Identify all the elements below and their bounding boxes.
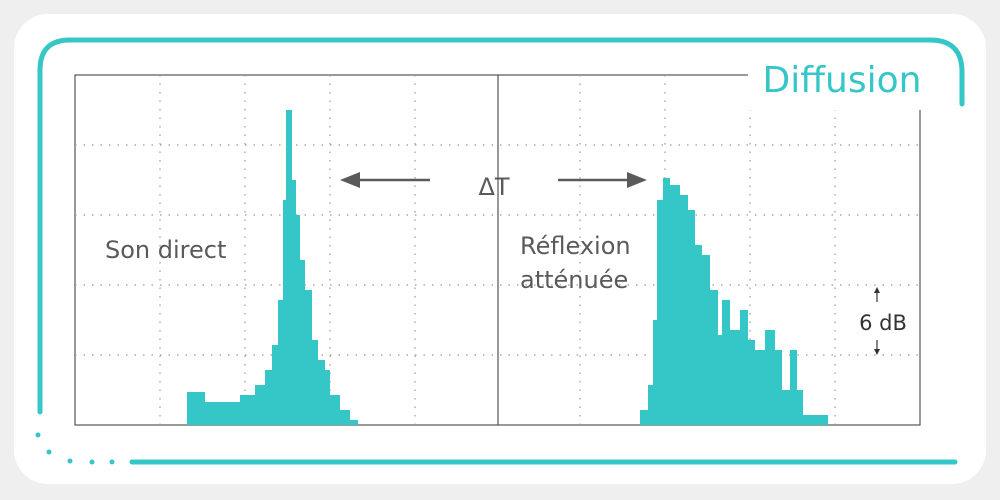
reflection-label: atténuée: [520, 266, 628, 294]
reflection-label: Réflexion: [520, 232, 631, 260]
frame-dots: [35, 432, 115, 465]
delta-label: ΔT: [478, 173, 509, 201]
reflection-waveform: [640, 178, 828, 425]
delta-arrows: [340, 172, 647, 188]
title: Diffusion: [763, 60, 922, 101]
scale-arrows: [874, 287, 880, 355]
frame-line: [37, 37, 965, 415]
scale-label: 6 dB: [859, 311, 907, 335]
direct-waveform: [187, 110, 358, 425]
direct-label: Son direct: [105, 236, 226, 264]
title-box: [748, 52, 948, 110]
